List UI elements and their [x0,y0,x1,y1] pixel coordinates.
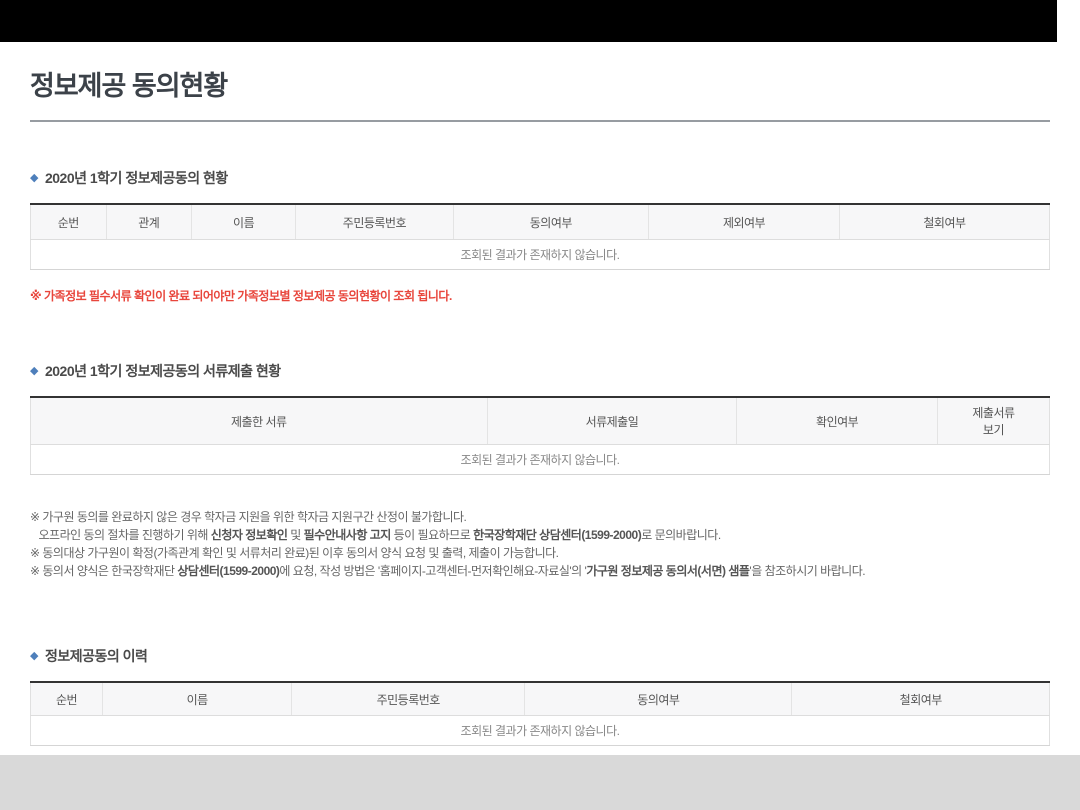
column-header: 제출서류 보기 [937,397,1050,445]
column-header: 제외여부 [648,204,840,240]
column-header: 주민등록번호 [291,682,526,716]
section-title: 정보제공동의 이력 [44,648,148,664]
note-line: ※ 가구원 동의를 완료하지 않은 경우 학자금 지원을 위한 학자금 지원구간… [30,510,467,524]
diamond-bullet-icon: ◆ [30,364,38,377]
footer-gray-bar [0,755,1080,810]
diamond-bullet-icon: ◆ [30,171,38,184]
column-header: 철회여부 [791,682,1050,716]
column-header: 동의여부 [453,204,650,240]
empty-result-message: 조회된 결과가 존재하지 않습니다. [460,248,620,262]
column-header: 서류제출일 [487,397,738,445]
page-title: 정보제공 동의현황 [30,71,228,101]
warning-note: ※ 가족정보 필수서류 확인이 완료 되어야만 가족정보별 정보제공 동의현황이… [30,289,452,303]
empty-result-message: 조회된 결과가 존재하지 않습니다. [460,453,620,467]
section-header-document-submission: ◆ 2020년 1학기 정보제공동의 서류제출 현황 [30,361,1050,381]
empty-result-message: 조회된 결과가 존재하지 않습니다. [460,724,620,738]
title-divider [30,120,1050,122]
column-header: 이름 [102,682,293,716]
table-header-row: 제출한 서류 서류제출일 확인여부 제출서류 보기 [30,397,1050,445]
document-submission-table: 제출한 서류 서류제출일 확인여부 제출서류 보기 조회된 결과가 존재하지 않습니다… [30,396,1050,475]
column-header: 동의여부 [524,682,793,716]
column-header: 확인여부 [736,397,938,445]
column-header: 순번 [30,682,104,716]
table-header-row: 순번 관계 이름 주민등록번호 동의여부 제외여부 철회여부 [30,204,1050,240]
column-header: 제출한 서류 [30,397,488,445]
table-empty-row: 조회된 결과가 존재하지 않습니다. [31,716,1050,746]
column-header: 주민등록번호 [295,204,454,240]
section-header-consent-history: ◆ 정보제공동의 이력 [30,646,1050,666]
note-line: ※ 동의서 양식은 한국장학재단 상담센터(1599-2000)에 요청, 작성… [30,564,866,578]
main-content: 정보제공 동의현황 ◆ 2020년 1학기 정보제공동의 현황 순번 관계 이름 주민… [30,42,1050,746]
table-empty-row: 조회된 결과가 존재하지 않습니다. [31,445,1050,475]
note-line: 오프라인 동의 절차를 진행하기 위해 신청자 정보확인 및 필수안내사항 고지… [30,528,722,542]
table-header-row: 순번 이름 주민등록번호 동의여부 철회여부 [30,682,1050,716]
column-header: 이름 [191,204,297,240]
note-line: ※ 동의대상 가구원이 확정(가족관계 확인 및 서류처리 완료)된 이후 동의… [30,546,559,560]
section-title: 2020년 1학기 정보제공동의 현황 [44,170,228,186]
consent-history-table: 순번 이름 주민등록번호 동의여부 철회여부 조회된 결과가 존재하지 않습니다. [30,681,1050,746]
table-empty-row: 조회된 결과가 존재하지 않습니다. [31,240,1050,270]
consent-status-table: 순번 관계 이름 주민등록번호 동의여부 제외여부 철회여부 조회된 결과가 존재하지 않습… [30,203,1050,270]
section-header-consent-status: ◆ 2020년 1학기 정보제공동의 현황 [30,168,1050,188]
diamond-bullet-icon: ◆ [30,649,38,662]
column-header: 순번 [30,204,107,240]
section-title: 2020년 1학기 정보제공동의 서류제출 현황 [44,363,281,379]
notes-block: ※ 가구원 동의를 완료하지 않은 경우 학자금 지원을 위한 학자금 지원구간… [30,508,1050,580]
top-black-bar [0,0,1057,42]
column-header: 철회여부 [839,204,1050,240]
column-header: 관계 [106,204,192,240]
